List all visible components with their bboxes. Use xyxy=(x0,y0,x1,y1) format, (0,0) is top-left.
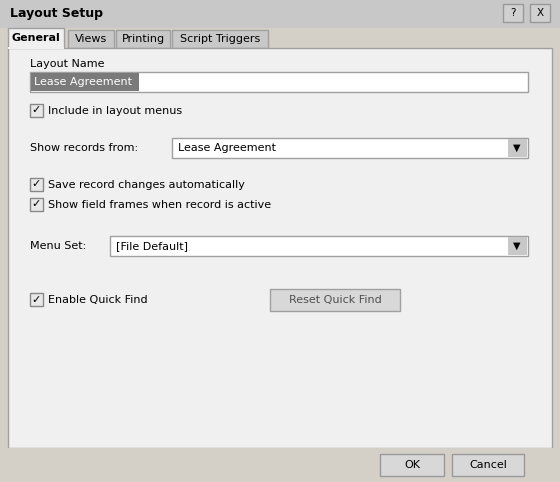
Bar xyxy=(0,448,560,482)
Text: ✓: ✓ xyxy=(32,106,41,116)
Text: Include in layout menus: Include in layout menus xyxy=(48,106,182,116)
Bar xyxy=(110,236,528,256)
Bar xyxy=(270,289,400,311)
Bar xyxy=(30,72,528,92)
Text: ✓: ✓ xyxy=(32,295,41,305)
Text: Menu Set:: Menu Set: xyxy=(30,241,86,251)
Bar xyxy=(503,4,523,22)
Text: OK: OK xyxy=(404,460,420,470)
Text: Enable Quick Find: Enable Quick Find xyxy=(48,295,148,305)
Text: Save record changes automatically: Save record changes automatically xyxy=(48,179,245,189)
Text: ▼: ▼ xyxy=(514,241,521,251)
Text: Cancel: Cancel xyxy=(469,460,507,470)
Bar xyxy=(8,47,64,49)
Text: ▼: ▼ xyxy=(514,143,521,153)
Bar xyxy=(452,454,524,476)
Text: [File Default]: [File Default] xyxy=(116,241,188,251)
Text: ?: ? xyxy=(510,8,516,18)
Text: X: X xyxy=(536,8,544,18)
Text: Views: Views xyxy=(75,34,107,44)
Text: Show records from:: Show records from: xyxy=(30,143,138,153)
Text: Layout Name: Layout Name xyxy=(30,59,105,69)
Text: ✓: ✓ xyxy=(32,200,41,210)
Text: Show field frames when record is active: Show field frames when record is active xyxy=(48,200,271,210)
Text: ✓: ✓ xyxy=(32,179,41,189)
Bar xyxy=(68,30,114,48)
Bar xyxy=(380,454,444,476)
Text: Layout Setup: Layout Setup xyxy=(10,8,103,21)
Text: Lease Agreement: Lease Agreement xyxy=(34,77,132,87)
Bar xyxy=(8,48,552,448)
Bar xyxy=(8,28,64,48)
Text: Script Triggers: Script Triggers xyxy=(180,34,260,44)
Bar xyxy=(31,73,139,91)
Bar xyxy=(530,4,550,22)
Text: General: General xyxy=(12,33,60,43)
Bar xyxy=(508,139,527,157)
Bar xyxy=(508,237,527,255)
Text: Lease Agreement: Lease Agreement xyxy=(178,143,276,153)
Bar xyxy=(30,198,43,211)
Bar xyxy=(172,30,268,48)
Bar xyxy=(116,30,170,48)
Bar xyxy=(30,178,43,191)
Text: Reset Quick Find: Reset Quick Find xyxy=(288,295,381,305)
Bar xyxy=(30,104,43,117)
Bar xyxy=(172,138,528,158)
Bar xyxy=(0,0,560,28)
Text: Printing: Printing xyxy=(122,34,165,44)
Bar xyxy=(30,293,43,306)
